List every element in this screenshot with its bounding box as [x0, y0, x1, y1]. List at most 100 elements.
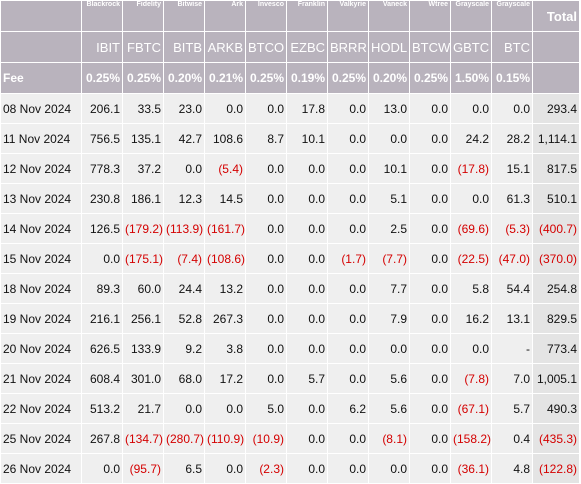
flow-cell: 256.1 — [123, 304, 163, 333]
ticker-header: BTC — [492, 32, 532, 62]
row-total: 817.5 — [533, 154, 579, 183]
row-date: 22 Nov 2024 — [1, 394, 81, 423]
flow-cell: 13.1 — [492, 304, 532, 333]
flow-cell: - — [492, 334, 532, 363]
row-total: (122.8) — [533, 454, 579, 483]
flow-cell: 0.0 — [328, 94, 368, 123]
issuer-header: Wtree — [410, 1, 450, 31]
fee-value: 0.25% — [328, 63, 368, 93]
issuer-header: Vaneck — [369, 1, 409, 31]
flow-cell: (47.0) — [492, 244, 532, 273]
flow-cell: 0.0 — [328, 304, 368, 333]
flow-cell: 33.5 — [123, 94, 163, 123]
table-row: 21 Nov 2024 608.4 301.0 68.0 17.2 0.0 5.7 0.0 5.… — [1, 364, 579, 393]
issuer-header: Grayscale — [492, 1, 532, 31]
flow-cell: 0.0 — [410, 454, 450, 483]
ticker-header: GBTC — [451, 32, 491, 62]
flow-cell: 0.0 — [287, 304, 327, 333]
ticker-total-cell — [533, 32, 579, 62]
flow-cell: 14.5 — [205, 184, 245, 213]
flow-cell: 5.6 — [369, 364, 409, 393]
flow-cell: 12.3 — [164, 184, 204, 213]
row-total: 490.3 — [533, 394, 579, 423]
flow-cell: 126.5 — [82, 214, 122, 243]
flow-cell: 108.6 — [205, 124, 245, 153]
flow-cell: 0.0 — [246, 184, 286, 213]
flow-cell: 13.0 — [369, 94, 409, 123]
table-row: 08 Nov 2024 206.1 33.5 23.0 0.0 0.0 17.8 0.0 13.… — [1, 94, 579, 123]
flow-cell: (7.7) — [369, 244, 409, 273]
flow-cell: 0.0 — [287, 454, 327, 483]
flow-cell: 6.2 — [328, 394, 368, 423]
ticker-header: BTCW — [410, 32, 450, 62]
flow-cell: (69.6) — [451, 214, 491, 243]
table-row: 19 Nov 2024 216.1 256.1 52.8 267.3 0.0 0.0 0.0 7… — [1, 304, 579, 333]
flow-cell: 37.2 — [123, 154, 163, 183]
row-total: 510.1 — [533, 184, 579, 213]
issuer-header-row: Blackrock Fidelity Bitwise Ark Invesco F… — [1, 1, 579, 31]
flow-cell: 9.2 — [164, 334, 204, 363]
flow-cell: (158.2) — [451, 424, 491, 453]
flow-cell: 301.0 — [123, 364, 163, 393]
flow-cell: 0.0 — [287, 424, 327, 453]
flow-cell: 0.0 — [410, 184, 450, 213]
issuer-header: Grayscale — [451, 1, 491, 31]
flow-cell: (179.2) — [123, 214, 163, 243]
row-date: 14 Nov 2024 — [1, 214, 81, 243]
flow-cell: 267.3 — [205, 304, 245, 333]
fee-value: 0.20% — [369, 63, 409, 93]
ticker-header-row: IBIT FBTC BITB ARKB BTCO EZBC BRRR HODL … — [1, 32, 579, 62]
flow-cell: 0.0 — [246, 274, 286, 303]
fee-value: 1.50% — [451, 63, 491, 93]
flow-cell: 28.2 — [492, 124, 532, 153]
table-row: 26 Nov 2024 0.0 (95.7) 6.5 0.0 (2.3) 0.0 0.0 0.0… — [1, 454, 579, 483]
flow-cell: 0.0 — [410, 394, 450, 423]
ticker-header: HODL — [369, 32, 409, 62]
flow-cell: 7.7 — [369, 274, 409, 303]
flow-cell: 0.0 — [287, 184, 327, 213]
flow-cell: 608.4 — [82, 364, 122, 393]
flow-cell: 5.6 — [369, 394, 409, 423]
flow-cell: 0.0 — [410, 304, 450, 333]
flow-cell: 216.1 — [82, 304, 122, 333]
flow-cell: 68.0 — [164, 364, 204, 393]
flow-cell: 3.8 — [205, 334, 245, 363]
flow-cell: 0.0 — [328, 424, 368, 453]
table-row: 15 Nov 2024 0.0 (175.1) (7.4) (108.6) 0.0 0.0(… — [1, 244, 579, 273]
flow-cell: 5.7 — [287, 364, 327, 393]
flow-cell: 0.0 — [246, 364, 286, 393]
row-date: 11 Nov 2024 — [1, 124, 81, 153]
row-date: 20 Nov 2024 — [1, 334, 81, 363]
flow-cell: (7.4) — [164, 244, 204, 273]
flow-cell: 0.0 — [287, 154, 327, 183]
flow-cell: (7.8) — [451, 364, 491, 393]
row-date: 12 Nov 2024 — [1, 154, 81, 183]
flow-cell: 778.3 — [82, 154, 122, 183]
flow-cell: 13.2 — [205, 274, 245, 303]
fee-value: 0.25% — [246, 63, 286, 93]
flow-cell: 756.5 — [82, 124, 122, 153]
flow-cell: (5.4) — [205, 154, 245, 183]
flow-cell: 0.0 — [328, 154, 368, 183]
flow-cell: 626.5 — [82, 334, 122, 363]
fee-value: 0.25% — [82, 63, 122, 93]
flow-cell: 7.9 — [369, 304, 409, 333]
table-row: 18 Nov 2024 89.3 60.0 24.4 13.2 0.0 0.0 0.0 7.7 0… — [1, 274, 579, 303]
flow-cell: 0.0 — [328, 334, 368, 363]
table-row: 13 Nov 2024 230.8 186.1 12.3 14.5 0.0 0.0 0.0 5.… — [1, 184, 579, 213]
flow-cell: 7.0 — [492, 364, 532, 393]
flow-cell: 0.0 — [410, 124, 450, 153]
ticker-header: BITB — [164, 32, 204, 62]
ticker-header: FBTC — [123, 32, 163, 62]
row-total: 293.4 — [533, 94, 579, 123]
flow-cell: 0.0 — [451, 94, 491, 123]
fee-label: Fee — [1, 63, 81, 93]
flow-cell: 0.0 — [369, 454, 409, 483]
table-row: 11 Nov 2024 756.5 135.1 42.7 108.6 8.7 10.1 0.0… — [1, 124, 579, 153]
flow-cell: (8.1) — [369, 424, 409, 453]
flow-cell: (2.3) — [246, 454, 286, 483]
flow-cell: (5.3) — [492, 214, 532, 243]
flow-cell: (36.1) — [451, 454, 491, 483]
flow-cell: 0.0 — [246, 334, 286, 363]
